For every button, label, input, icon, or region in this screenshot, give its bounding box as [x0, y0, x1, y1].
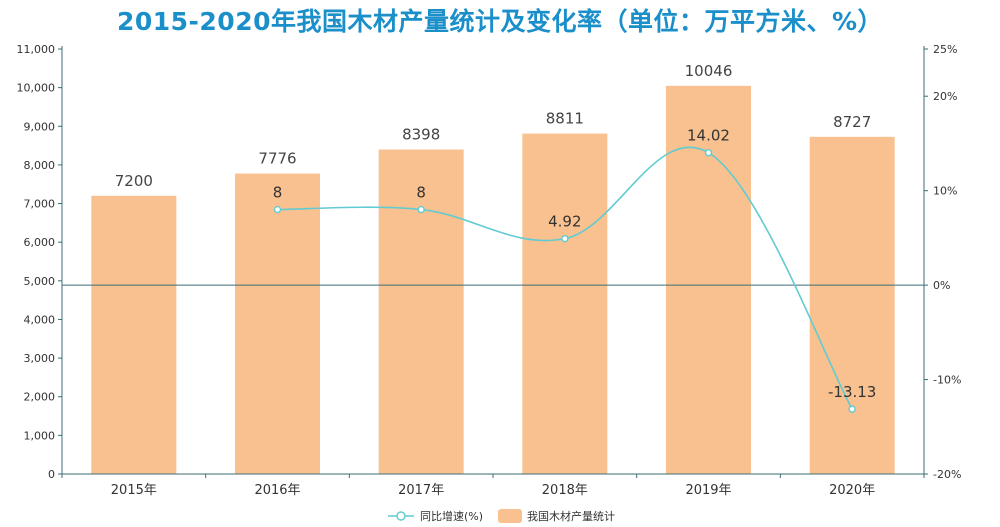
axes-layer [61, 46, 925, 475]
legend-growth-label: 同比增速(%) [420, 509, 483, 523]
growth-point-2 [417, 205, 425, 214]
growth-point-3 [561, 234, 569, 243]
chart-title: 2015-2020年我国木材产量统计及变化率（单位：万平方米、%） [116, 7, 884, 36]
right-tick-label: -20% [933, 468, 961, 481]
left-tick-label: 7,000 [24, 198, 56, 211]
growth-value-label: -13.13 [828, 383, 876, 401]
bar-value-label: 8727 [833, 113, 871, 131]
x-tick-label: 2016年 [254, 483, 300, 498]
bar-3 [522, 133, 608, 474]
x-tick-label: 2017年 [398, 483, 444, 498]
bar-0 [91, 195, 177, 474]
left-tick-label: 4,000 [24, 313, 56, 326]
growth-value-label: 8 [273, 184, 283, 202]
growth-value-label: 4.92 [548, 213, 581, 231]
bar-5 [809, 136, 895, 475]
x-tick-label: 2018年 [542, 483, 588, 498]
right-tick-label: 20% [933, 90, 957, 103]
bar-value-label: 10046 [685, 62, 733, 80]
left-tick-label: 2,000 [24, 391, 56, 404]
left-tick-label: 9,000 [24, 120, 56, 133]
growth-point-1 [273, 205, 282, 214]
ticks-layer: 0 1,000 2,000 3,000 4,000 5,000 6,000 7,000 8,00… [17, 43, 962, 498]
bar-value-label: 7776 [258, 150, 296, 168]
bar-1 [235, 173, 320, 474]
bar-value-label: 8811 [546, 110, 584, 128]
x-tick-label: 2019年 [685, 483, 731, 498]
legend-line-marker [396, 511, 406, 521]
data-labels-layer: 7200 7776 8398 8811 10046 8727 8 8 4.92 14.02 -13.… [115, 62, 877, 401]
growth-point-5 [848, 405, 856, 413]
growth-line-layer [273, 146, 856, 413]
growth-line [277, 146, 853, 410]
bar-value-label: 7200 [115, 172, 153, 190]
right-tick-label: 10% [933, 185, 957, 198]
x-tick-label: 2015年 [111, 483, 157, 498]
left-tick-label: 0 [48, 468, 55, 481]
right-tick-label: -10% [933, 374, 961, 387]
growth-value-label: 8 [416, 184, 426, 202]
bars-layer [91, 85, 895, 475]
bar-2 [378, 149, 464, 475]
left-tick-label: 3,000 [24, 352, 56, 365]
growth-value-label: 14.02 [687, 127, 730, 145]
bar-value-label: 8398 [402, 126, 440, 144]
left-tick-label: 10,000 [17, 82, 56, 95]
legend[interactable]: 同比增速(%) 我国木材产量统计 [388, 509, 615, 523]
left-tick-label: 11,000 [17, 43, 56, 56]
x-tick-label: 2020年 [829, 483, 875, 498]
right-tick-label: 0% [933, 279, 950, 292]
left-tick-label: 6,000 [24, 236, 56, 249]
right-tick-label: 25% [933, 43, 957, 56]
left-tick-label: 8,000 [24, 159, 56, 172]
growth-point-4 [704, 148, 713, 157]
legend-bar-swatch [498, 509, 522, 523]
left-tick-label: 1,000 [24, 429, 56, 442]
legend-production-label: 我国木材产量统计 [527, 509, 615, 523]
left-tick-label: 5,000 [24, 275, 56, 288]
